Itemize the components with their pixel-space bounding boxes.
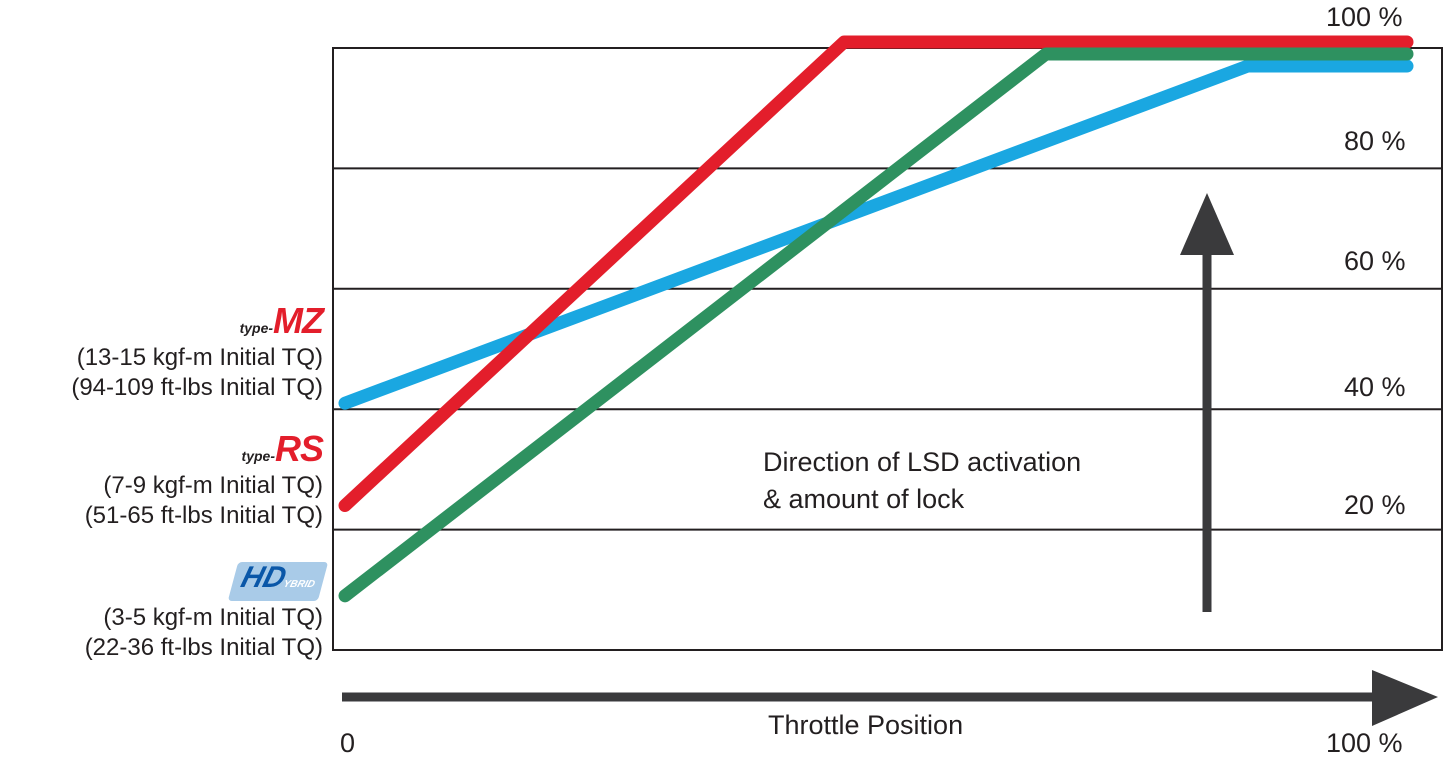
y-tick-label: 20 % (1344, 490, 1406, 520)
x-tick-label: 100 % (1326, 728, 1403, 758)
legend-text: (3-5 kgf-m Initial TQ) (103, 604, 323, 631)
legend-entry-hybrid-diff: HDYBRID (3-5 kgf-m Initial TQ) (22-36 ft… (84, 561, 329, 663)
y-tick-label: 60 % (1344, 246, 1406, 276)
legend-entry-rs: type-RS (7-9 kgf-m Initial TQ) (51-65 ft… (84, 428, 324, 531)
legend-text: (7-9 kgf-m Initial TQ) (103, 472, 323, 499)
series-line-hybrid-diff (338, 47, 1414, 603)
y-tick-label: 80 % (1344, 126, 1406, 156)
series-line-type-rs (338, 35, 1414, 513)
lsd-direction-arrow-head (1180, 193, 1234, 255)
type-mz-logo: type-MZ (239, 300, 324, 341)
series-line-type-mz (338, 59, 1414, 410)
y-tick-label: 100 % (1326, 2, 1403, 32)
legend-text: (13-15 kgf-m Initial TQ) (76, 344, 323, 371)
x-tick-label: 0 (340, 728, 356, 758)
legend-text: (94-109 ft-lbs Initial TQ) (71, 374, 323, 401)
y-tick-label: 40 % (1344, 372, 1406, 402)
legend-text: (51-65 ft-lbs Initial TQ) (84, 502, 323, 529)
annotation-line-2: & amount of lock (763, 484, 965, 514)
hybrid-diff-logo: HDYBRID (85, 561, 329, 601)
annotation-line-1: Direction of LSD activation (763, 447, 1082, 477)
type-rs-logo: type-RS (241, 428, 324, 469)
legend-entry-mz: type-MZ (13-15 kgf-m Initial TQ) (94-109… (71, 300, 324, 403)
x-axis-label: Throttle Position (768, 710, 964, 740)
x-axis-arrow-head (1372, 670, 1438, 726)
legend-text: (22-36 ft-lbs Initial TQ) (84, 634, 323, 661)
